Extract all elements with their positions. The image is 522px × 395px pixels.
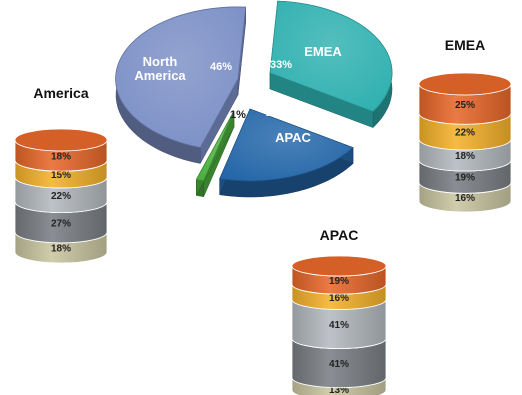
cylinder-segment-label: 22% [455,128,475,139]
cylinder-segment-label: 19% [455,173,475,184]
cylinder-segment-label: 25% [455,100,475,111]
pie-slice-north-america [115,6,247,164]
cylinder-segment-label: 18% [51,152,71,163]
cylinder-segment: 18% [14,128,108,172]
cylinder-title: America [33,85,88,101]
cylinder-segment-label: 16% [329,293,349,304]
pie-category-label: North [143,54,178,69]
pie-category-label: APAC [275,130,311,145]
cylinder-segment-cap [14,128,108,152]
cylinder-segment-label: 27% [51,218,71,229]
cylinder-america: America 18% 27% 22% 15% 18% [14,85,108,264]
pie-slice-emea [269,0,393,129]
stacked-cylinders: America 18% 27% 22% 15% 18% EMEA 16% 19% 18% 22% 25… [14,37,512,395]
cylinder-segment-cap [291,255,387,277]
pie-value-label: 20% [266,107,288,119]
pie-category-label: America [134,68,186,83]
cylinder-title: APAC [320,227,359,243]
pie-value-label: 33% [270,59,292,71]
cylinder-segment-label: 18% [455,151,475,162]
cylinder-title: EMEA [445,37,485,53]
pie-value-label: 1% [230,109,246,121]
pie-slice-top [195,110,235,182]
pie-category-label: EMEA [304,44,342,59]
cylinder-segment-label: 19% [329,276,349,287]
cylinder-segment-label: 22% [51,191,71,202]
pie-slice-apac [219,108,354,198]
pie-slice-top [115,6,247,148]
cylinder-segment-cap [418,72,512,96]
cylinder-segment-label: 41% [329,320,349,331]
pie-slice-top [269,0,393,113]
cylinder-segment-label: 13% [329,385,349,395]
cylinder-segment-label: 15% [51,170,71,181]
cylinder-segment-label: 18% [51,243,71,254]
cylinder-segment: 19% [291,255,387,295]
pie-value-label: 46% [210,61,232,73]
cylinder-segment-label: 16% [455,193,475,204]
pie-slice-top [219,108,354,182]
pie-slice-item-3 [195,110,235,197]
cylinder-segment: 25% [418,72,512,125]
cylinder-segment-label: 41% [329,359,349,370]
cylinder-emea: EMEA 16% 19% 18% 22% 25% [418,37,512,213]
cylinder-apac: APAC 13% 41% 41% 16% 19% [291,227,387,395]
